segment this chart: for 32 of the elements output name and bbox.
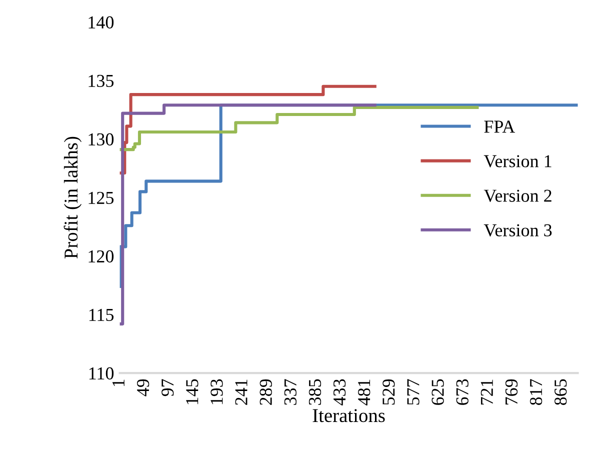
y-tick-label: 135 xyxy=(88,74,114,87)
x-tick-label: 673 xyxy=(456,379,468,405)
x-tick-label: 577 xyxy=(407,379,420,405)
x-tick-label: 97 xyxy=(162,379,174,396)
x-tick-label: 241 xyxy=(235,380,248,405)
x-tick-label: 385 xyxy=(308,379,322,405)
x-tick-label: 625 xyxy=(432,379,444,405)
x-tick-label: 817 xyxy=(530,379,542,405)
legend-label: Version 2 xyxy=(484,190,552,202)
y-tick-label: 140 xyxy=(88,16,114,28)
x-tick-label: 721 xyxy=(480,380,493,404)
y-axis-title: Profit (in lakhs) xyxy=(64,136,82,259)
x-tick-label: 481 xyxy=(358,380,370,406)
x-axis-title: Iterations xyxy=(312,409,385,422)
y-tick-label: 115 xyxy=(89,308,114,321)
x-tick-label: 769 xyxy=(505,379,518,404)
x-tick-label: 289 xyxy=(260,379,272,405)
y-tick-label: 110 xyxy=(89,367,114,380)
legend-label: Version 1 xyxy=(484,155,552,168)
x-tick-label: 865 xyxy=(554,379,567,405)
x-tick-label: 529 xyxy=(382,379,395,405)
y-tick-label: 125 xyxy=(88,192,114,204)
legend-label: FPA xyxy=(484,120,516,133)
legend-label: Version 3 xyxy=(484,224,552,236)
x-tick-label: 145 xyxy=(186,379,198,404)
x-tick-label: 49 xyxy=(136,379,150,396)
x-tick-label: 337 xyxy=(284,379,296,405)
x-tick-label: 193 xyxy=(210,379,223,404)
x-tick-label: 433 xyxy=(333,379,346,406)
y-tick-label: 130 xyxy=(88,133,114,146)
y-tick-label: 120 xyxy=(88,250,114,262)
x-tick-label: 1 xyxy=(112,380,124,386)
